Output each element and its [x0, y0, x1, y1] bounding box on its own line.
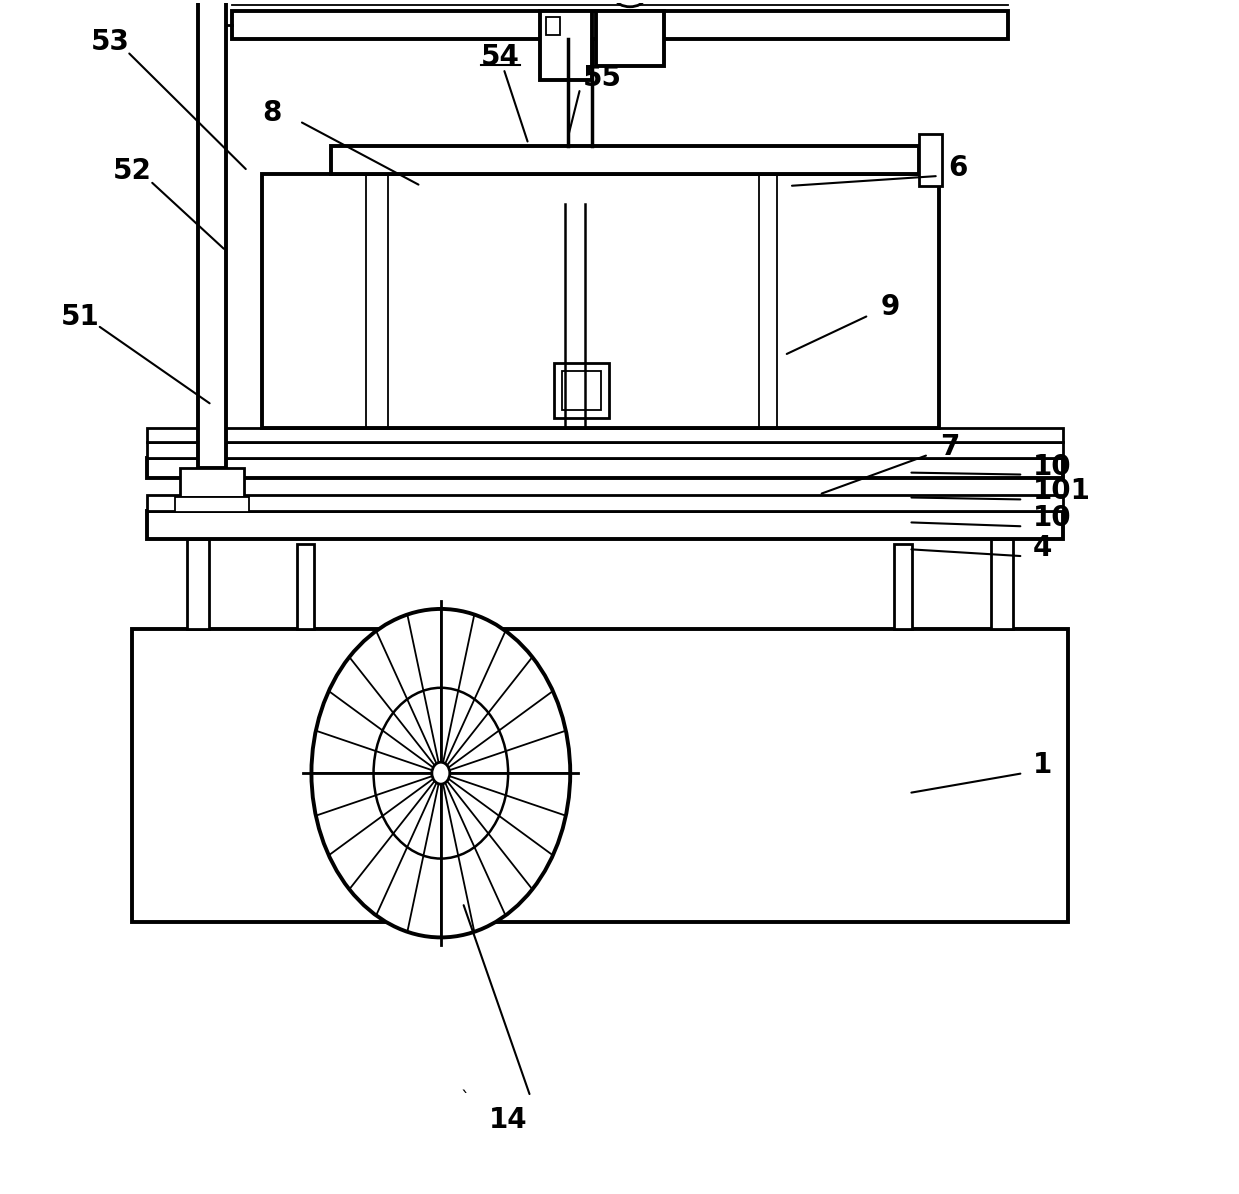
Bar — [147, 442, 1063, 457]
Bar — [563, 371, 601, 410]
Bar — [147, 496, 1063, 511]
Text: 52: 52 — [113, 156, 151, 185]
Ellipse shape — [616, 0, 644, 7]
Text: 101: 101 — [1033, 478, 1092, 505]
Text: 6: 6 — [949, 154, 968, 181]
Bar — [596, 11, 664, 67]
Text: `: ` — [461, 1090, 470, 1108]
Text: 1: 1 — [1033, 751, 1052, 780]
Bar — [918, 134, 943, 186]
Text: 54: 54 — [481, 43, 519, 70]
Text: 10: 10 — [1033, 453, 1072, 481]
Bar — [147, 511, 1063, 540]
Text: 51: 51 — [61, 303, 99, 331]
Ellipse shape — [432, 762, 450, 784]
Bar — [540, 11, 592, 80]
Text: 55: 55 — [584, 64, 622, 92]
Bar — [554, 363, 610, 418]
Bar — [261, 174, 938, 427]
Text: 8: 8 — [263, 99, 282, 128]
Ellipse shape — [373, 688, 508, 858]
Text: 10: 10 — [1033, 504, 1072, 533]
Bar — [147, 457, 1063, 478]
Bar — [187, 540, 209, 629]
Bar — [546, 17, 560, 35]
Text: 4: 4 — [1033, 534, 1052, 562]
Ellipse shape — [311, 609, 570, 937]
Bar — [147, 427, 1063, 442]
Bar — [296, 544, 315, 629]
Text: 14: 14 — [489, 1106, 528, 1133]
Text: 9: 9 — [881, 294, 900, 321]
Bar — [232, 11, 1009, 38]
Text: 7: 7 — [940, 432, 960, 461]
Bar — [893, 544, 912, 629]
Bar — [180, 468, 244, 498]
Bar — [331, 146, 918, 174]
Text: 53: 53 — [90, 27, 129, 56]
Bar — [133, 629, 1068, 923]
Bar — [991, 540, 1014, 629]
Bar — [175, 498, 249, 512]
Bar — [198, 1, 225, 468]
